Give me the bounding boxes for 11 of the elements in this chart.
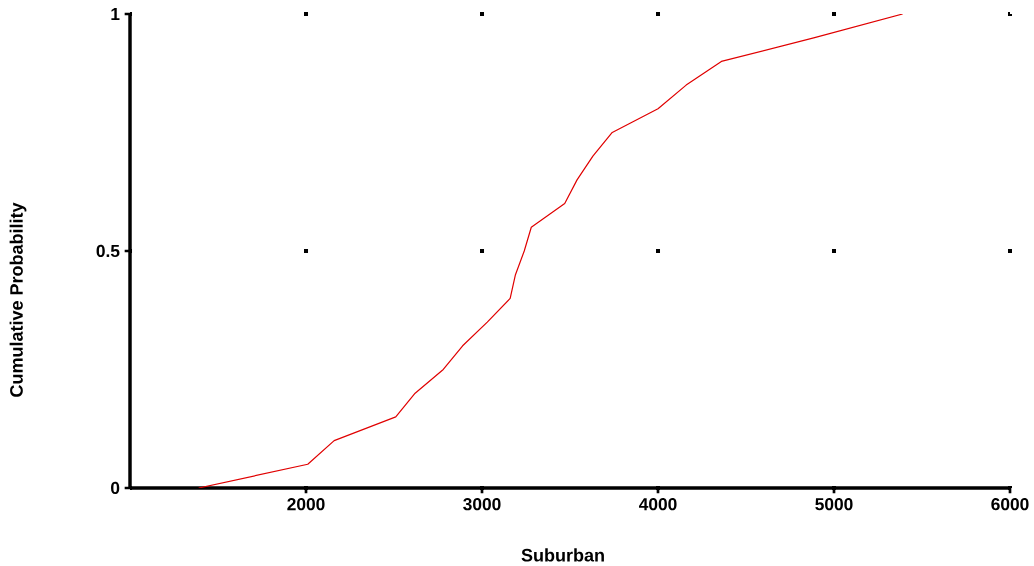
y-axis-title: Cumulative Probability — [9, 202, 27, 397]
x-tick-label: 3000 — [463, 498, 501, 511]
line-series — [198, 13, 904, 488]
x-tick-label: 6000 — [991, 498, 1029, 511]
x-tick-label: 4000 — [639, 498, 677, 511]
x-tick-label: 5000 — [815, 498, 853, 511]
x-tick-label: 2000 — [287, 498, 325, 511]
y-tick-label: 0.5 — [96, 244, 120, 258]
y-tick-label: 1 — [111, 8, 120, 20]
x-axis-title: Suburban — [521, 548, 604, 562]
y-tick-label: 0 — [111, 481, 120, 495]
